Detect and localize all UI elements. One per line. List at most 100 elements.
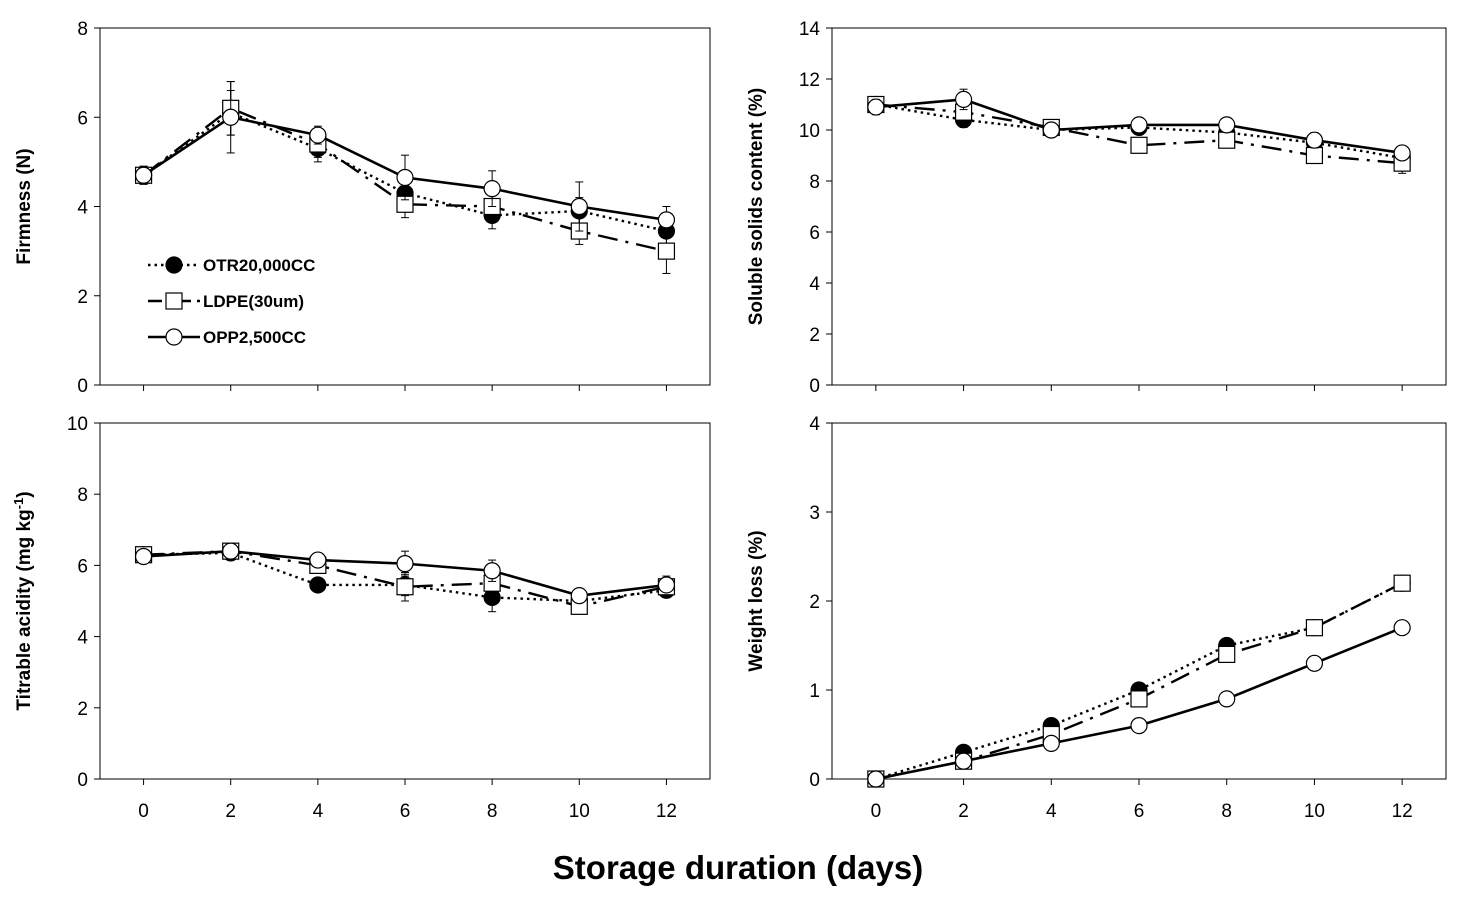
data-point xyxy=(1130,136,1148,154)
y-tick-label: 4 xyxy=(809,414,820,435)
y-axis-title: Weight loss (%) xyxy=(746,530,767,671)
data-point xyxy=(134,547,153,566)
data-point xyxy=(1305,131,1324,149)
series-2 xyxy=(867,574,1411,788)
panel-soluble-solids: 0 2 4 6 8 10 12 14 Soluble solids content (%) xyxy=(746,19,1447,397)
legend-label: LDPE(30um) xyxy=(203,292,304,311)
data-point xyxy=(867,770,885,788)
plot-frame xyxy=(831,27,1447,386)
panel-firmness: 0 2 4 6 8 Firmness (N) OTR20,000CC LDPE(30um) OP… xyxy=(14,19,711,397)
x-tick-label: 12 xyxy=(656,801,677,822)
x-tick-label: 12 xyxy=(1392,801,1413,822)
y-tick-label: 6 xyxy=(809,223,820,244)
y-tick-label: 2 xyxy=(809,592,820,613)
data-point xyxy=(657,211,676,229)
data-point xyxy=(222,108,240,126)
data-point xyxy=(396,578,414,596)
x-tick-label: 6 xyxy=(1134,801,1145,822)
y-tick-label: 0 xyxy=(809,770,820,791)
y-tick-label: 8 xyxy=(809,172,820,193)
y-axis-title: Titrable acidity (mg kg-1) xyxy=(11,491,36,710)
y-tick-label: 14 xyxy=(799,19,821,40)
y-tick-label: 4 xyxy=(809,274,820,295)
series-3 xyxy=(134,542,676,605)
y-tick-label: 4 xyxy=(77,198,88,219)
series-line xyxy=(875,582,1403,781)
legend-marker xyxy=(165,292,183,310)
data-point xyxy=(309,551,327,569)
x-tick-label: 8 xyxy=(1221,801,1232,822)
data-point xyxy=(1218,131,1236,149)
x-tick-label: 0 xyxy=(138,801,149,822)
x-tick-label: 4 xyxy=(313,801,324,822)
series-3 xyxy=(867,619,1411,788)
data-point xyxy=(1393,619,1411,637)
data-point xyxy=(1305,619,1324,637)
y-tick-label: 8 xyxy=(77,19,88,40)
x-tick-label: 6 xyxy=(400,801,411,822)
legend-label: OPP2,500CC xyxy=(203,328,306,347)
data-point xyxy=(657,576,676,594)
y-tick-label: 10 xyxy=(67,414,88,435)
y-tick-label: 1 xyxy=(809,681,820,702)
y-tick-label: 3 xyxy=(809,503,820,524)
y-tick-label: 4 xyxy=(77,628,88,649)
data-point xyxy=(1305,654,1324,672)
y-tick-label: 6 xyxy=(77,556,88,577)
y-tick-label: 0 xyxy=(809,376,820,397)
y-axis-title: Firmness (N) xyxy=(14,148,35,264)
panel-titrable-acidity: 0 2 4 6 8 10 0 2 4 6 8 10 12 Titrable acidity (mg kg-… xyxy=(11,414,711,822)
legend-label: OTR20,000CC xyxy=(203,256,315,275)
data-point xyxy=(1042,121,1060,139)
y-axis-title: Soluble solids content (%) xyxy=(746,88,767,326)
x-tick-label: 10 xyxy=(569,801,590,822)
y-tick-label: 0 xyxy=(77,770,88,791)
x-tick-label: 8 xyxy=(487,801,498,822)
data-point xyxy=(396,168,414,187)
y-tick-label: 8 xyxy=(77,485,88,506)
data-point xyxy=(1305,146,1324,165)
data-point xyxy=(483,562,501,580)
series-1 xyxy=(867,574,1411,788)
data-point xyxy=(396,555,414,573)
data-point xyxy=(867,98,885,116)
legend-marker xyxy=(165,256,183,274)
x-axis-title: Storage duration (days) xyxy=(553,849,923,886)
y-tick-label: 0 xyxy=(77,376,88,397)
series-line xyxy=(875,582,1403,781)
legend: OTR20,000CC LDPE(30um) OPP2,500CC xyxy=(148,256,315,347)
data-point xyxy=(1218,645,1236,664)
data-point xyxy=(1130,116,1148,134)
y-tick-label: 2 xyxy=(77,699,88,720)
x-tick-label: 2 xyxy=(958,801,969,822)
data-point xyxy=(222,542,240,560)
data-point xyxy=(483,180,501,198)
data-point xyxy=(1130,690,1148,708)
data-point xyxy=(1393,144,1411,162)
x-tick-label: 0 xyxy=(871,801,882,822)
series-3 xyxy=(867,88,1411,162)
series-3 xyxy=(134,81,676,234)
data-point xyxy=(1218,690,1236,708)
data-point xyxy=(1393,574,1411,592)
y-tick-label: 12 xyxy=(799,70,820,91)
y-tick-label: 6 xyxy=(77,108,88,129)
y-tick-label: 2 xyxy=(77,287,88,308)
x-tick-label: 2 xyxy=(225,801,236,822)
data-point xyxy=(1218,116,1236,134)
data-point xyxy=(1042,734,1060,753)
data-point xyxy=(309,576,327,594)
data-point xyxy=(1130,716,1148,735)
y-tick-label: 10 xyxy=(799,121,820,142)
x-tick-label: 4 xyxy=(1046,801,1057,822)
legend-marker xyxy=(165,328,183,346)
data-point xyxy=(570,197,588,216)
data-point xyxy=(954,90,973,109)
data-point xyxy=(657,242,676,260)
y-tick-label: 2 xyxy=(809,325,820,346)
data-point xyxy=(954,752,973,770)
data-point xyxy=(570,587,588,605)
data-point xyxy=(134,166,153,184)
